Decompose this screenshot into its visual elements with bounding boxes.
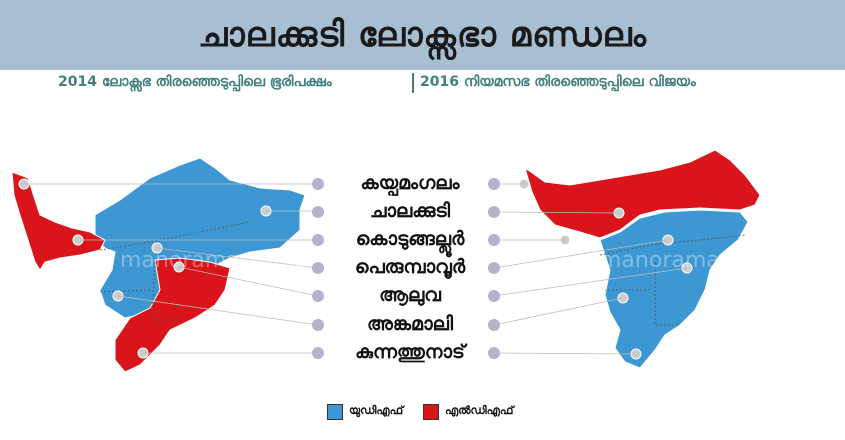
list-bullets-left (312, 178, 324, 359)
constituency-name-2: ചാലക്കുടി (335, 200, 485, 222)
legend-ldf-label: എൽഡിഎഫ് (445, 404, 513, 418)
constituency-name-4: പെരുമ്പാവൂർ (335, 256, 485, 278)
legend-ldf-swatch (423, 404, 439, 420)
constituency-name-1: കയ്പമംഗലം (335, 172, 485, 194)
constituency-name-5: ആലുവ (335, 284, 485, 306)
list-bullets-right (488, 178, 500, 359)
legend-udf-swatch (327, 404, 343, 420)
constituency-name-7: കുന്നത്തുനാട് (335, 341, 485, 363)
watermark-left: manoramaonline (120, 248, 307, 273)
map-2016-region-blue (600, 210, 748, 368)
constituency-name-3: കൊടുങ്ങല്ലൂർ (335, 228, 485, 250)
legend-udf-label: യുഡിഎഫ് (349, 404, 403, 418)
watermark-right: manoramaonline (600, 248, 787, 273)
constituency-name-6: അങ്കമാലി (335, 313, 485, 335)
